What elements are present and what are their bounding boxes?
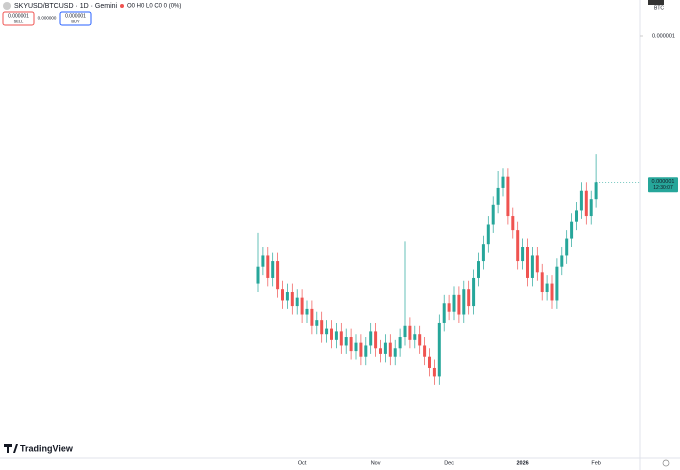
candle-body <box>506 176 510 217</box>
candle-body <box>550 283 554 301</box>
candle-body <box>442 303 446 323</box>
candle-body <box>545 283 549 293</box>
candle-body <box>540 272 544 293</box>
candle-body <box>589 199 593 217</box>
candle-body <box>369 331 373 346</box>
candle-body <box>334 331 338 340</box>
candle-body <box>486 224 490 245</box>
candle-body <box>379 348 382 354</box>
status-dot <box>120 4 124 8</box>
candle-body <box>530 255 534 278</box>
candle-body <box>330 328 333 340</box>
candle-body <box>447 303 451 312</box>
x-tick-label: Nov <box>371 460 381 466</box>
symbol-title: SKYUSD/BTCUSD · 1D · Gemini <box>14 3 118 10</box>
candle-body <box>565 238 569 256</box>
x-tick-label: Oct <box>298 460 307 466</box>
candle-body <box>452 294 456 312</box>
last-price-tag <box>648 177 678 193</box>
x-tick-label: Dec <box>444 460 454 466</box>
candle-body <box>349 337 353 352</box>
candle-body <box>516 230 520 262</box>
candle-body <box>428 356 431 368</box>
brand: TradingView <box>20 443 74 453</box>
candle-body <box>388 342 392 357</box>
candle-body <box>526 247 529 278</box>
candle-body <box>325 328 329 335</box>
candle-body <box>432 367 436 377</box>
spread: 0.000000 <box>38 16 57 21</box>
candle-body <box>418 334 422 346</box>
buy-button[interactable] <box>59 11 92 26</box>
candle-body <box>535 255 539 273</box>
sell-button[interactable] <box>2 11 35 26</box>
candle-body <box>364 345 368 357</box>
candle-body <box>403 325 407 338</box>
candle-body <box>579 190 583 211</box>
sell-label: SELL <box>14 19 25 24</box>
candle-body <box>310 308 314 326</box>
currency: BTC <box>654 5 664 11</box>
candle-body <box>477 261 480 278</box>
ohlc-text: O0 H0 L0 C0 0 (0%) <box>127 4 181 10</box>
last-price-label: 0.000001 <box>652 179 675 185</box>
candle-body <box>560 255 564 267</box>
y-tick-label: 0.000001 <box>652 33 675 39</box>
candle-body <box>555 266 559 301</box>
candle-body <box>276 261 280 290</box>
candle-body <box>374 331 378 349</box>
candle-body <box>575 210 578 222</box>
candle-body <box>256 266 260 284</box>
candle-body <box>457 294 461 315</box>
candle-body <box>594 182 598 200</box>
sell-price: 0.000001 <box>8 13 29 19</box>
candle-body <box>408 325 412 340</box>
candle-body <box>481 244 485 262</box>
candle-body <box>413 334 417 340</box>
candle-body <box>491 204 495 225</box>
candle-body <box>290 292 294 307</box>
candle-body <box>315 320 319 326</box>
countdown: 12:30:07 <box>653 185 673 191</box>
candle-body <box>266 255 270 278</box>
candle-body <box>584 190 588 217</box>
candle-body <box>285 292 289 301</box>
candle-body <box>281 289 284 301</box>
candle-body <box>271 261 275 278</box>
candle-body <box>570 221 574 239</box>
candle-body <box>496 187 500 205</box>
buy-label: BUY <box>71 19 80 24</box>
candle-body <box>320 320 324 335</box>
candle-body <box>521 247 525 262</box>
candle-body <box>472 277 476 307</box>
candle-body <box>354 342 358 352</box>
candle-body <box>398 337 402 349</box>
logo-mark <box>4 444 18 453</box>
x-tick-label: Feb <box>591 460 600 466</box>
candle-body <box>393 348 397 357</box>
candle-body <box>462 289 466 315</box>
currency-icon <box>648 0 664 5</box>
candle-body <box>359 342 363 357</box>
candle-body <box>261 255 265 267</box>
candle-body <box>339 331 343 346</box>
candle-body <box>423 345 427 357</box>
candle-body <box>511 216 515 231</box>
candle-body <box>305 308 309 315</box>
candle-body <box>295 297 299 307</box>
symbol-icon <box>3 2 11 10</box>
candle-body <box>467 289 471 307</box>
candle-body <box>383 342 387 354</box>
candle-body <box>501 176 505 188</box>
x-tick-label: 2026 <box>516 460 528 466</box>
candle-body <box>300 297 304 315</box>
candle-body <box>344 337 348 346</box>
buy-price: 0.000001 <box>65 13 86 19</box>
brand-logo: TradingView <box>4 443 74 453</box>
settings-icon[interactable] <box>662 459 670 467</box>
candle-body <box>437 322 441 377</box>
